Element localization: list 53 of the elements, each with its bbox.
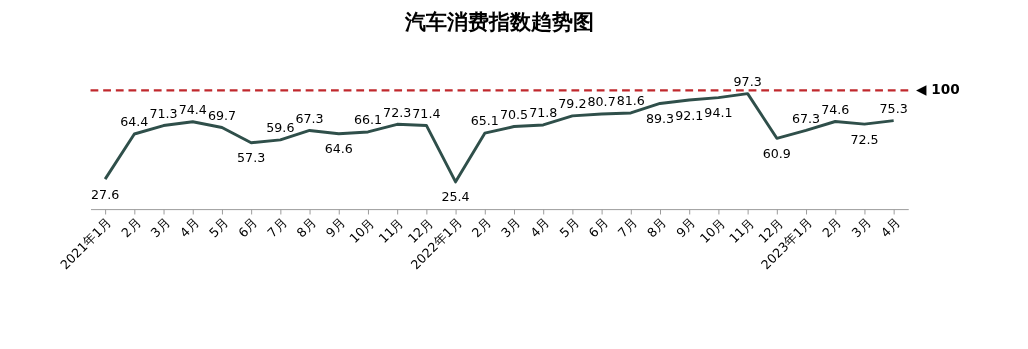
data-label: 74.6 — [821, 101, 850, 117]
data-label: 74.4 — [178, 101, 207, 117]
data-label: 97.3 — [733, 73, 762, 89]
data-label: 75.3 — [879, 100, 908, 116]
data-label: 67.3 — [791, 110, 821, 126]
x-tick-label: 4月 — [877, 214, 904, 241]
x-tick-label: 7月 — [264, 214, 290, 241]
x-tick-label: 8月 — [644, 214, 670, 241]
data-label: 70.5 — [499, 106, 529, 122]
data-label: 59.6 — [266, 120, 295, 136]
x-tick-label: 4月 — [527, 214, 553, 241]
x-tick-label: 11月 — [725, 214, 758, 246]
data-label: 71.3 — [149, 105, 178, 121]
x-tick-label: 6月 — [585, 214, 612, 241]
data-label: 71.8 — [529, 105, 558, 121]
data-label: 80.7 — [587, 94, 616, 110]
data-label: 81.6 — [616, 93, 645, 109]
x-tick-label: 7月 — [614, 214, 641, 241]
x-tick-label: 9月 — [673, 214, 699, 241]
ref-line-label: ◀ 100 — [916, 81, 960, 98]
x-tick-label: 5月 — [205, 214, 232, 241]
data-label: 64.4 — [120, 114, 149, 130]
x-tick-label: 5月 — [556, 214, 582, 241]
x-tick-label: 4月 — [176, 214, 203, 241]
data-label: 69.7 — [207, 107, 237, 123]
data-label: 92.1 — [675, 107, 704, 123]
data-label: 27.6 — [91, 186, 120, 202]
x-tick-label: 3月 — [147, 214, 174, 241]
x-tick-label: 8月 — [293, 214, 320, 241]
data-label: 72.3 — [383, 104, 412, 120]
data-label: 71.4 — [412, 105, 441, 121]
chart-title: 汽车消费指数趋势图 — [403, 9, 594, 35]
x-tick-label: 3月 — [848, 214, 874, 241]
x-tick-label: 11月 — [375, 214, 407, 246]
data-label: 66.1 — [353, 112, 383, 128]
data-label: 79.2 — [558, 96, 587, 112]
data-label: 60.9 — [762, 145, 791, 161]
x-tick-label: 2月 — [468, 214, 495, 241]
x-tick-label: 10月 — [346, 214, 378, 246]
x-tick-label: 2月 — [819, 214, 845, 241]
data-label: 94.1 — [704, 105, 733, 121]
data-label: 89.3 — [645, 110, 675, 126]
data-label: 25.4 — [441, 189, 470, 205]
data-label: 64.6 — [324, 141, 353, 157]
x-tick-label: 9月 — [322, 214, 349, 241]
x-tick-label: 10月 — [696, 214, 728, 246]
x-tick-label: 3月 — [498, 214, 524, 241]
data-label: 67.3 — [295, 110, 324, 126]
data-label: 72.5 — [850, 131, 879, 147]
x-tick-label: 6月 — [235, 214, 261, 241]
data-label: 57.3 — [237, 150, 266, 166]
x-tick-label: 2月 — [118, 214, 144, 241]
data-label: 65.1 — [470, 113, 499, 129]
